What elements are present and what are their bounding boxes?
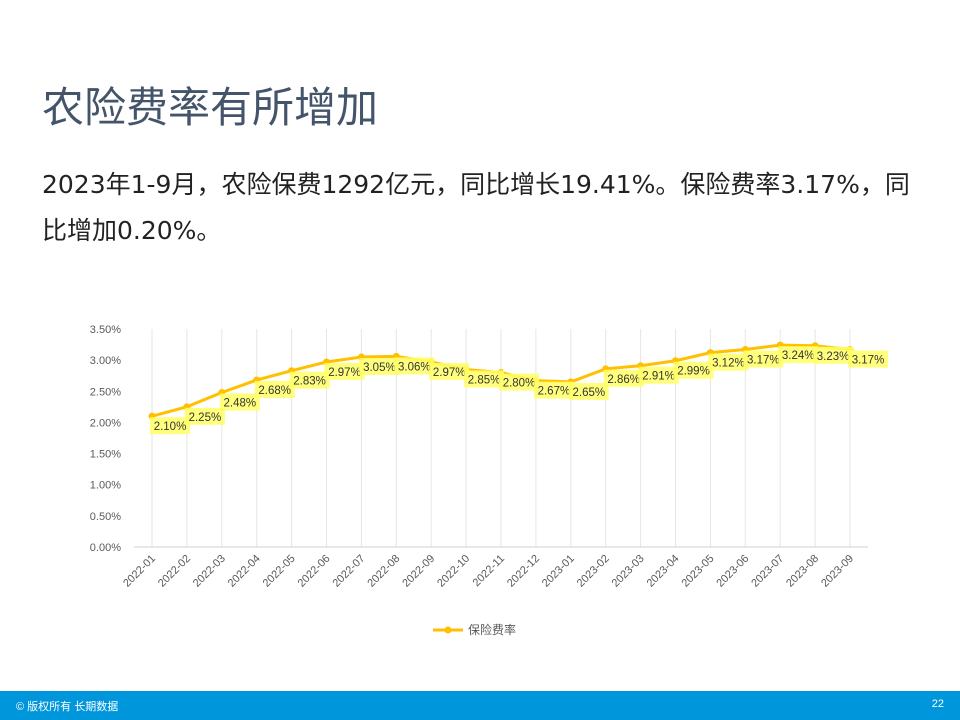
data-label: 2.97%	[433, 367, 466, 379]
data-label: 3.05%	[363, 362, 396, 374]
x-tick-label: 2023-03	[610, 553, 647, 590]
x-tick-label: 2022-10	[435, 553, 472, 590]
data-label: 3.06%	[398, 361, 431, 373]
y-tick-label: 2.50%	[90, 386, 121, 398]
x-tick-label: 2022-11	[471, 553, 507, 589]
x-tick-label: 2023-02	[575, 553, 612, 590]
y-tick-label: 3.50%	[90, 324, 121, 336]
data-label-bg	[219, 393, 260, 411]
data-label: 2.48%	[223, 397, 256, 409]
data-label: 2.80%	[503, 378, 536, 390]
summary-text: 2023年1-9月，农险保费1292亿元，同比增长19.41%。保险费率3.17…	[42, 170, 910, 245]
data-label-bg	[324, 362, 365, 380]
y-tick-label: 0.00%	[90, 542, 121, 554]
data-label-bg	[638, 366, 679, 384]
page-title: 农险费率有所增加	[42, 83, 379, 132]
data-label-bg	[359, 357, 400, 375]
data-label-bg	[603, 369, 644, 387]
data-label: 3.24%	[782, 350, 815, 362]
x-tick-label: 2023-06	[714, 553, 751, 590]
x-tick-label: 2023-01	[540, 553, 577, 590]
data-label: 2.65%	[572, 387, 605, 399]
x-tick-label: 2022-12	[505, 553, 542, 590]
y-tick-label: 0.50%	[90, 511, 121, 523]
data-label: 2.68%	[258, 385, 291, 397]
data-label-bg	[184, 407, 225, 425]
data-label-bg	[533, 381, 574, 399]
data-label-bg	[429, 362, 470, 380]
data-label-bg	[848, 350, 888, 368]
x-tick-label: 2022-06	[296, 553, 333, 590]
y-tick-label: 2.00%	[90, 417, 121, 429]
data-label: 3.17%	[852, 355, 885, 367]
data-label: 2.99%	[677, 366, 710, 378]
page-number: 22	[931, 698, 944, 710]
data-label: 2.85%	[468, 374, 501, 386]
y-tick-label: 1.50%	[90, 449, 121, 461]
y-tick-label: 3.00%	[90, 355, 121, 367]
data-label-bg	[813, 346, 854, 364]
data-label-bg	[150, 417, 190, 435]
data-label: 2.86%	[607, 374, 640, 386]
x-tick-label: 2022-03	[191, 553, 228, 590]
x-tick-label: 2022-02	[156, 553, 193, 590]
x-tick-label: 2022-04	[226, 553, 263, 590]
data-label-bg	[778, 346, 819, 364]
x-tick-label: 2022-09	[400, 553, 437, 590]
x-tick-label: 2023-09	[819, 553, 856, 590]
data-label: 3.12%	[712, 358, 745, 370]
data-label: 2.10%	[154, 421, 187, 433]
data-label: 2.67%	[538, 386, 571, 398]
legend-marker	[444, 626, 452, 634]
footer-bar: © 版权所有 长期数据 22	[0, 691, 960, 720]
data-label-bg	[743, 350, 784, 368]
data-label-bg	[708, 353, 749, 371]
x-tick-label: 2023-05	[679, 553, 716, 590]
x-tick-label: 2022-07	[330, 553, 367, 590]
x-tick-label: 2022-01	[121, 553, 158, 590]
y-tick-label: 1.00%	[90, 480, 121, 492]
data-label-bg	[394, 357, 435, 375]
data-label-bg	[254, 381, 295, 399]
data-label: 3.17%	[747, 355, 780, 367]
data-label-bg	[464, 370, 505, 388]
x-tick-label: 2023-08	[784, 553, 821, 590]
x-tick-label: 2022-08	[365, 553, 402, 590]
data-label-bg	[568, 382, 609, 400]
data-label: 2.83%	[293, 376, 326, 388]
data-label-bg	[499, 373, 539, 391]
data-label: 2.25%	[189, 412, 222, 424]
copyright-text: © 版权所有 长期数据	[16, 701, 119, 713]
rate-line-chart: 0.00% 0.50% 1.00% 1.50% 2.00% 2.50% 3.00% 3.50%…	[90, 324, 888, 637]
x-tick-label: 2023-07	[749, 553, 786, 590]
data-label: 2.91%	[642, 371, 675, 383]
x-tick-label: 2023-04	[645, 553, 682, 590]
data-label-bg	[673, 361, 714, 379]
data-label: 3.23%	[817, 351, 850, 363]
x-tick-label: 2022-05	[261, 553, 298, 590]
data-label: 2.97%	[328, 367, 361, 379]
legend-label: 保险费率	[468, 622, 516, 637]
data-label-bg	[289, 371, 330, 389]
